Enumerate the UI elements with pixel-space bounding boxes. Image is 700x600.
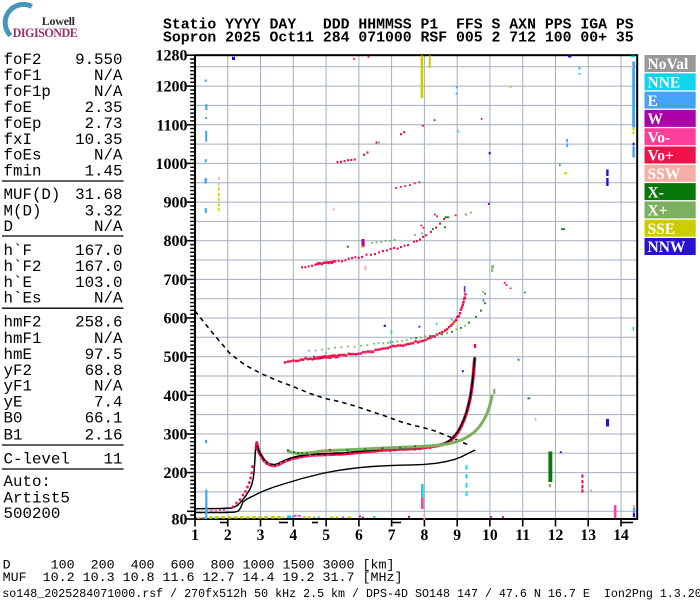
svg-text:hmF1: hmF1	[4, 330, 42, 348]
svg-text:Auto:: Auto:	[4, 473, 51, 491]
svg-text:C-level: C-level	[4, 451, 70, 469]
svg-text:2.35: 2.35	[85, 99, 123, 117]
svg-text:Artist5: Artist5	[4, 490, 70, 508]
svg-text:N/A: N/A	[94, 378, 123, 396]
svg-text:N/A: N/A	[94, 147, 123, 165]
svg-text:300: 300	[164, 427, 188, 444]
svg-text:2.16: 2.16	[85, 427, 123, 445]
svg-text:foF2: foF2	[4, 51, 42, 69]
svg-text:foF1p: foF1p	[4, 83, 51, 101]
svg-text:Lowell: Lowell	[42, 14, 76, 28]
svg-text:600: 600	[164, 311, 188, 328]
svg-text:foEp: foEp	[4, 115, 42, 133]
svg-text:14: 14	[613, 527, 629, 544]
svg-text:9.550: 9.550	[75, 51, 122, 69]
svg-text:NNE: NNE	[648, 75, 681, 92]
svg-text:Vo+: Vo+	[648, 148, 675, 165]
svg-text:13: 13	[580, 527, 596, 544]
svg-text:80: 80	[172, 512, 188, 529]
svg-text:N/A: N/A	[94, 330, 123, 348]
svg-text:1000: 1000	[156, 156, 188, 173]
svg-text:NNW: NNW	[648, 239, 686, 256]
svg-text:so148_2025284071000.rsf / 270f: so148_2025284071000.rsf / 270fx512h 50 k…	[2, 587, 700, 600]
svg-text:8: 8	[421, 527, 429, 544]
svg-text:MUF 10.2 10.3 10.8 11.6 12.7: MUF 10.2 10.3 10.8 11.6 12.7 14.4 19.2 3…	[3, 571, 403, 586]
svg-text:X+: X+	[648, 203, 668, 220]
svg-text:M(D): M(D)	[4, 203, 42, 221]
svg-text:SSE: SSE	[648, 221, 676, 238]
svg-text:D: D	[4, 218, 13, 236]
svg-text:foE: foE	[4, 99, 32, 117]
svg-text:68.8: 68.8	[85, 362, 123, 380]
svg-text:foF1: foF1	[4, 67, 42, 85]
svg-text:N/A: N/A	[94, 83, 123, 101]
svg-text:103.0: 103.0	[75, 274, 122, 292]
svg-text:Sopron 2025 Oct11 284 071000 R: Sopron 2025 Oct11 284 071000 RSF 005 2 7…	[163, 30, 634, 46]
svg-text:hmE: hmE	[4, 346, 32, 364]
svg-text:fmin: fmin	[4, 163, 42, 181]
svg-text:10: 10	[482, 527, 498, 544]
svg-text:B0: B0	[4, 409, 23, 427]
svg-text:Vo-: Vo-	[648, 129, 671, 146]
svg-text:yF2: yF2	[4, 362, 32, 380]
svg-text:hmF2: hmF2	[4, 314, 42, 332]
svg-text:h`F: h`F	[4, 242, 32, 260]
svg-text:N/A: N/A	[94, 67, 123, 85]
svg-text:167.0: 167.0	[75, 258, 122, 276]
svg-text:9: 9	[453, 527, 461, 544]
svg-text:E: E	[648, 93, 658, 110]
svg-text:97.5: 97.5	[85, 346, 123, 364]
svg-text:D 100 200 400 600 800: D 100 200 400 600 800 1000 1500 3000 [km…	[3, 558, 395, 573]
svg-text:SSW: SSW	[648, 166, 681, 183]
svg-text:4: 4	[289, 527, 297, 544]
svg-text:5: 5	[322, 527, 330, 544]
svg-text:yE: yE	[4, 393, 23, 411]
svg-text:1: 1	[191, 527, 199, 544]
svg-text:N/A: N/A	[94, 290, 123, 308]
svg-text:11: 11	[104, 451, 123, 469]
svg-text:258.6: 258.6	[75, 314, 122, 332]
svg-text:400: 400	[164, 388, 188, 405]
svg-text:h`E: h`E	[4, 274, 32, 292]
svg-text:3: 3	[257, 527, 265, 544]
svg-text:10.35: 10.35	[75, 131, 122, 149]
svg-text:3.32: 3.32	[85, 203, 123, 221]
svg-text:NoVal: NoVal	[648, 56, 689, 73]
svg-text:167.0: 167.0	[75, 242, 122, 260]
svg-text:500200: 500200	[4, 505, 61, 523]
svg-text:2: 2	[224, 527, 232, 544]
svg-text:12: 12	[548, 527, 564, 544]
svg-text:X-: X-	[648, 184, 664, 201]
svg-text:31.68: 31.68	[75, 186, 122, 204]
svg-text:900: 900	[164, 195, 188, 212]
svg-text:DIGISONDE: DIGISONDE	[13, 26, 78, 40]
svg-text:1100: 1100	[156, 117, 187, 134]
svg-text:yF1: yF1	[4, 378, 32, 396]
svg-text:11: 11	[515, 527, 530, 544]
svg-text:200: 200	[164, 465, 188, 482]
svg-text:500: 500	[164, 349, 188, 366]
svg-text:h`F2: h`F2	[4, 258, 42, 276]
svg-text:2.73: 2.73	[85, 115, 123, 133]
svg-text:1200: 1200	[156, 79, 188, 96]
svg-text:MUF(D): MUF(D)	[4, 186, 61, 204]
svg-text:7: 7	[388, 527, 396, 544]
svg-text:N/A: N/A	[94, 218, 123, 236]
svg-text:700: 700	[164, 272, 188, 289]
svg-text:fxI: fxI	[4, 131, 32, 149]
svg-text:7.4: 7.4	[94, 393, 122, 411]
svg-text:h`Es: h`Es	[4, 290, 42, 308]
svg-text:Statio YYYY DAY DDD HHMMSS P: Statio YYYY DAY DDD HHMMSS P1 FFS S AXN …	[163, 17, 634, 33]
svg-text:66.1: 66.1	[85, 409, 123, 427]
svg-text:6: 6	[355, 527, 363, 544]
svg-text:foEs: foEs	[4, 147, 42, 165]
svg-text:1280: 1280	[156, 48, 188, 65]
svg-text:800: 800	[164, 233, 188, 250]
svg-text:W: W	[648, 111, 664, 128]
svg-text:B1: B1	[4, 427, 23, 445]
svg-text:1.45: 1.45	[85, 163, 123, 181]
